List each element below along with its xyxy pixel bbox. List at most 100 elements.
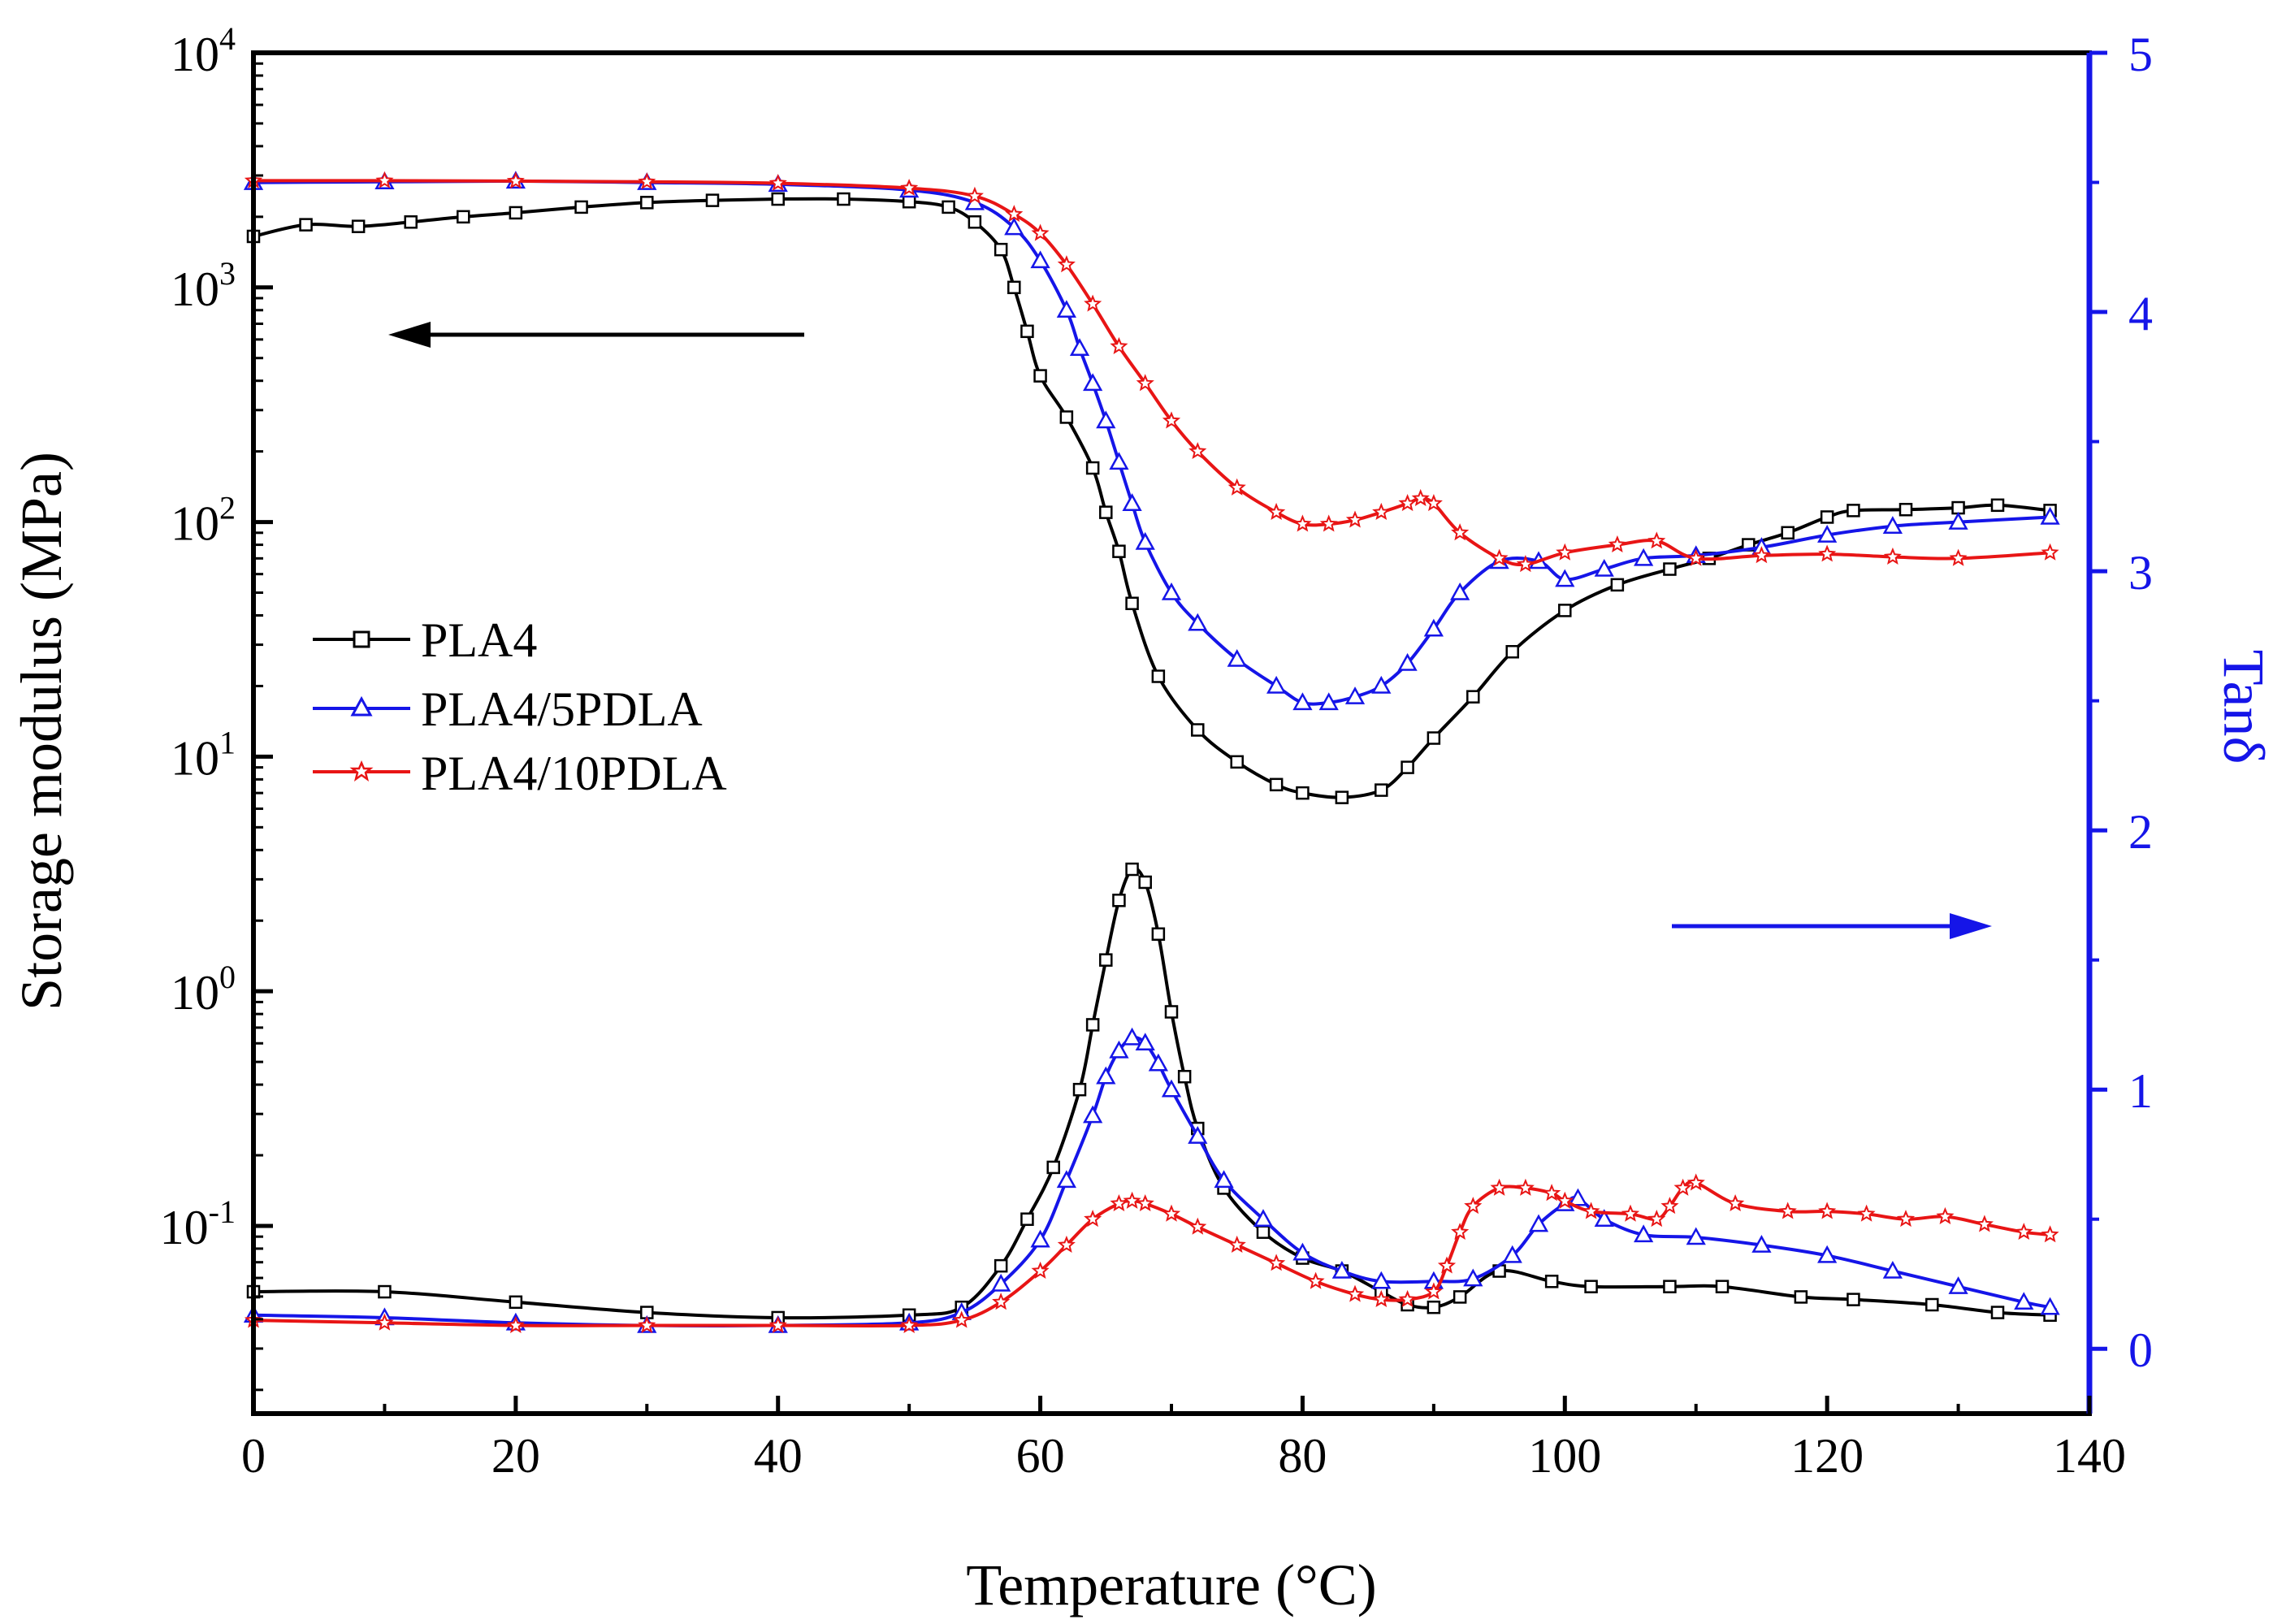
data-point-pla4-10pdla-tan-delta xyxy=(1490,1178,1509,1196)
data-point-pla4-10pdla-tan-delta xyxy=(1451,1223,1470,1241)
data-point-pla4-10pdla-tan-delta xyxy=(768,1315,787,1333)
data-point-pla4-5pdla-tan-delta xyxy=(991,1273,1011,1292)
data-point-pla4-10pdla-tan-delta xyxy=(1818,1202,1837,1219)
data-point-pla4-5pdla-tan-delta xyxy=(1109,1040,1129,1059)
y-right-tick-label: 1 xyxy=(2128,1064,2153,1118)
data-point-pla4-tan-delta xyxy=(1925,1297,1939,1312)
data-point-pla4-tan-delta xyxy=(1453,1290,1467,1304)
data-point-pla4-5pdla-modulus xyxy=(1594,558,1614,577)
data-point-pla4-10pdla-modulus xyxy=(1227,478,1246,496)
series-line-pla4-5pdla-tan-delta xyxy=(253,1035,2050,1327)
data-point-pla4-modulus xyxy=(1401,760,1414,774)
data-point-pla4-tan-delta xyxy=(1046,1160,1060,1175)
y-left-tick-label: 101 xyxy=(171,724,236,785)
data-point-pla4-10pdla-modulus xyxy=(375,171,394,188)
data-point-pla4-10pdla-tan-delta xyxy=(1372,1289,1391,1308)
x-tick-label: 140 xyxy=(2053,1429,2126,1483)
data-point-pla4-10pdla-tan-delta xyxy=(1345,1284,1365,1302)
data-point-pla4-10pdla-modulus xyxy=(768,173,787,191)
data-point-pla4-5pdla-tan-delta xyxy=(1148,1053,1168,1072)
y-right-axis-title: Tanδ xyxy=(2211,650,2273,764)
data-point-pla4-5pdla-modulus xyxy=(1344,686,1366,704)
data-point-pla4-modulus xyxy=(1020,324,1034,339)
data-point-pla4-10pdla-tan-delta xyxy=(1437,1256,1457,1274)
data-point-pla4-tan-delta xyxy=(1085,1018,1100,1032)
y-left-tick-label: 103 xyxy=(171,255,236,316)
data-point-pla4-10pdla-tan-delta xyxy=(1398,1289,1417,1308)
data-point-pla4-modulus xyxy=(1990,498,2005,513)
data-point-pla4-tan-delta xyxy=(1164,1005,1179,1019)
data-point-pla4-tan-delta xyxy=(1099,953,1113,967)
data-point-pla4-modulus xyxy=(1059,410,1074,424)
data-point-pla4-10pdla-modulus xyxy=(1267,502,1286,521)
data-point-pla4-modulus xyxy=(1191,723,1205,737)
data-point-pla4-tan-delta xyxy=(1072,1082,1087,1097)
data-point-pla4-10pdla-modulus xyxy=(1162,411,1181,429)
data-point-pla4-modulus xyxy=(1466,690,1480,704)
data-point-pla4-5pdla-tan-delta xyxy=(1463,1268,1483,1287)
data-point-pla4-5pdla-modulus xyxy=(1109,452,1129,470)
y-left-tick-label: 10-1 xyxy=(160,1193,236,1254)
data-point-pla4-5pdla-tan-delta xyxy=(1686,1227,1706,1245)
data-point-pla4-5pdla-modulus xyxy=(1423,618,1444,637)
data-point-pla4-10pdla-modulus xyxy=(1516,555,1535,573)
data-point-pla4-tan-delta xyxy=(378,1284,392,1299)
data-point-pla4-modulus xyxy=(1505,644,1519,659)
data-point-pla4-tan-delta xyxy=(1256,1225,1271,1239)
data-point-pla4-5pdla-modulus xyxy=(1227,648,1247,667)
data-point-pla4-10pdla-tan-delta xyxy=(1582,1202,1600,1219)
series-pla4-10pdla-tan-delta xyxy=(244,1173,2059,1333)
x-tick-label: 80 xyxy=(1278,1429,1327,1483)
legend-label-pla4-5pdla: PLA4/5PDLA xyxy=(421,682,703,736)
data-point-pla4-10pdla-tan-delta xyxy=(1936,1206,1955,1224)
data-point-pla4-modulus xyxy=(1898,503,1913,517)
data-point-pla4-10pdla-modulus xyxy=(1451,523,1470,541)
data-point-pla4-tan-delta xyxy=(1151,927,1166,942)
data-point-pla4-tan-delta xyxy=(1112,894,1126,907)
data-point-pla4-10pdla-tan-delta xyxy=(1726,1193,1745,1212)
data-point-pla4-10pdla-modulus xyxy=(1084,294,1102,312)
data-point-pla4-tan-delta xyxy=(1794,1290,1808,1304)
data-point-pla4-10pdla-modulus xyxy=(1372,502,1391,521)
data-point-pla4-10pdla-tan-delta xyxy=(1162,1204,1181,1222)
data-point-pla4-10pdla-modulus xyxy=(1411,488,1430,507)
data-point-pla4-tan-delta xyxy=(1138,875,1152,890)
y-left-tick-label: 100 xyxy=(171,959,236,1020)
data-point-pla4-modulus xyxy=(1099,505,1113,519)
legend-label-pla4: PLA4 xyxy=(421,613,537,667)
y-right-tick-label: 2 xyxy=(2128,805,2153,859)
data-point-pla4-10pdla-tan-delta xyxy=(1424,1282,1443,1300)
data-point-pla4-modulus xyxy=(640,196,654,210)
data-point-pla4-modulus xyxy=(1951,500,1965,515)
data-point-pla4-tan-delta xyxy=(1847,1293,1860,1306)
data-point-pla4-10pdla-modulus xyxy=(965,186,984,204)
data-point-pla4-10pdla-tan-delta xyxy=(1123,1191,1141,1209)
data-point-pla4-10pdla-modulus xyxy=(1818,544,1837,562)
data-point-pla4-5pdla-tan-delta xyxy=(1056,1170,1076,1189)
data-point-pla4-10pdla-modulus xyxy=(1556,543,1574,561)
data-point-pla4-tan-delta xyxy=(1990,1306,2005,1319)
data-point-pla4-modulus xyxy=(994,242,1008,257)
data-point-pla4-5pdla-modulus xyxy=(1555,569,1575,587)
data-point-pla4-10pdla-tan-delta xyxy=(1556,1191,1574,1209)
data-point-pla4-5pdla-tan-delta xyxy=(1030,1229,1050,1248)
x-tick-label: 100 xyxy=(1528,1429,1601,1483)
data-point-pla4-5pdla-tan-delta xyxy=(1188,1126,1208,1144)
data-point-pla4-modulus xyxy=(351,219,366,233)
data-point-pla4-5pdla-modulus xyxy=(1882,516,1903,534)
data-point-pla4-10pdla-tan-delta xyxy=(1686,1173,1705,1191)
data-point-pla4-modulus xyxy=(837,192,851,206)
data-point-pla4-5pdla-modulus xyxy=(1004,217,1024,236)
data-point-pla4-5pdla-modulus xyxy=(1056,300,1076,318)
data-point-pla4-tan-delta xyxy=(1427,1300,1441,1314)
data-point-pla4-10pdla-modulus xyxy=(1424,494,1443,512)
data-point-pla4-10pdla-modulus xyxy=(638,172,656,190)
data-point-pla4-modulus xyxy=(902,194,916,209)
data-point-pla4-10pdla-tan-delta xyxy=(506,1315,525,1333)
data-point-pla4-5pdla-tan-delta xyxy=(1214,1170,1234,1189)
data-point-pla4-5pdla-tan-delta xyxy=(1751,1235,1772,1253)
data-point-pla4-5pdla-modulus xyxy=(1397,652,1418,671)
data-point-pla4-10pdla-tan-delta xyxy=(1647,1210,1666,1228)
data-point-pla4-10pdla-modulus xyxy=(1057,255,1076,273)
y-left-axis-title: Storage modulus (MPa) xyxy=(9,452,74,1011)
